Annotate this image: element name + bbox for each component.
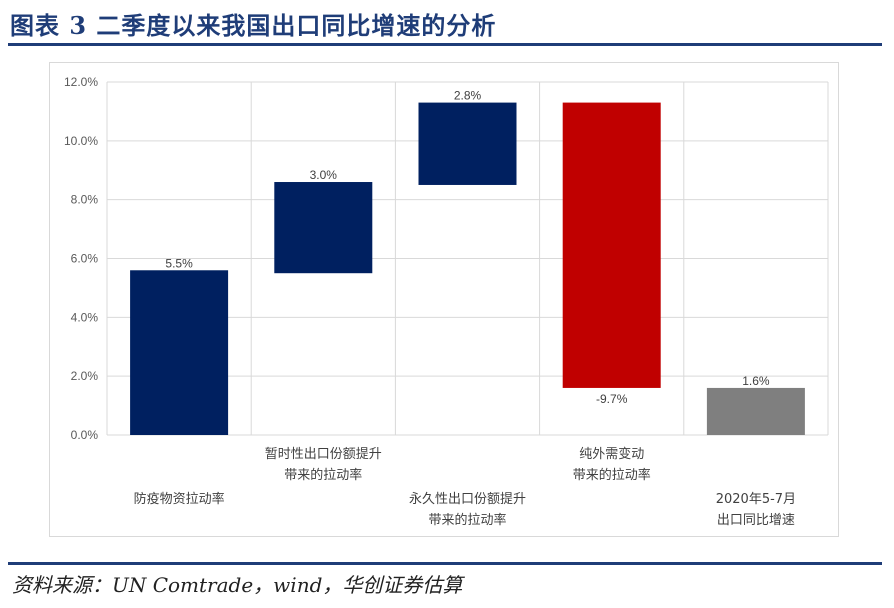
data-label: -9.7% xyxy=(596,392,628,406)
data-label: 1.6% xyxy=(742,374,770,388)
y-tick-label: 4.0% xyxy=(71,310,99,324)
figure-title: 图表 3 二季度以来我国出口同比增速的分析 xyxy=(10,11,497,40)
bar xyxy=(706,387,805,435)
category-label: 带来的拉动率 xyxy=(428,512,506,528)
bar xyxy=(274,182,373,274)
chart-frame xyxy=(49,62,839,537)
x-axis-categories: 防疫物资拉动率暂时性出口份额提升带来的拉动率永久性出口份额提升带来的拉动率纯外需… xyxy=(134,446,796,528)
y-tick-label: 10.0% xyxy=(64,134,98,148)
bar xyxy=(418,102,517,185)
y-tick-label: 8.0% xyxy=(71,193,99,207)
category-label: 带来的拉动率 xyxy=(284,467,362,483)
y-tick-label: 12.0% xyxy=(64,75,98,89)
category-label: 纯外需变动 xyxy=(579,446,644,462)
source-note: 资料来源：UN Comtrade，wind，华创证券估算 xyxy=(12,573,463,597)
data-label: 2.8% xyxy=(454,89,482,103)
category-label: 暂时性出口份额提升 xyxy=(265,446,382,462)
footer-rule xyxy=(8,562,882,565)
title-underline xyxy=(8,43,882,46)
category-label: 2020年5-7月 xyxy=(716,492,796,507)
data-label: 3.0% xyxy=(310,168,338,182)
bar xyxy=(562,102,661,388)
y-tick-label: 6.0% xyxy=(71,252,99,266)
y-tick-label: 0.0% xyxy=(71,428,99,442)
category-label: 永久性出口份额提升 xyxy=(409,491,526,507)
category-label: 带来的拉动率 xyxy=(573,467,651,483)
category-label: 防疫物资拉动率 xyxy=(134,491,225,507)
category-label: 出口同比增速 xyxy=(717,513,795,528)
data-label: 5.5% xyxy=(165,256,193,270)
waterfall-chart: 5.5% 3.0% 2.8% -9.7% 1.6% 0.0% 2.0% 4.0% 6.0% 8.… xyxy=(64,75,829,528)
data-labels: 5.5% 3.0% 2.8% -9.7% 1.6% xyxy=(165,89,769,406)
bars xyxy=(130,102,805,435)
y-axis-ticks: 0.0% 2.0% 4.0% 6.0% 8.0% 10.0% 12.0% xyxy=(64,75,98,442)
bar xyxy=(130,270,229,435)
y-tick-label: 2.0% xyxy=(71,369,99,383)
